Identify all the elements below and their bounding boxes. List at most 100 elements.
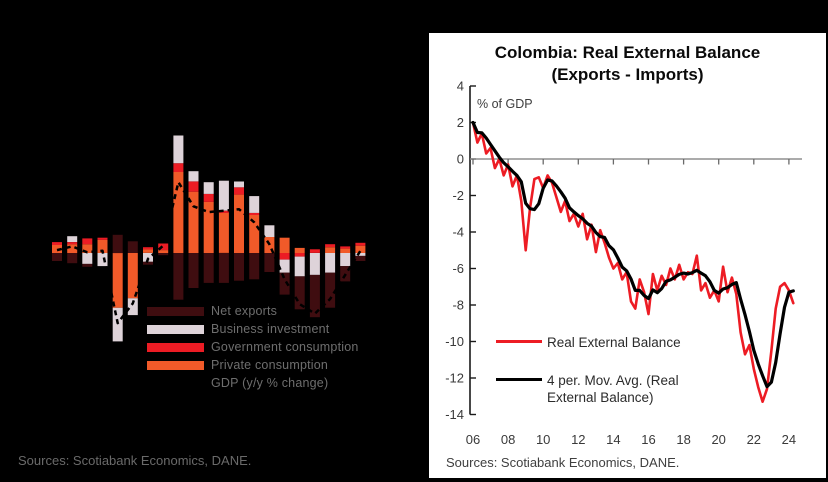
svg-text:22: 22 [747,432,761,447]
bar-series-group [52,135,366,342]
bar-segment [112,253,123,308]
chart-title: Colombia: Real External Balance (Exports… [429,42,826,86]
bar-segment [203,193,214,202]
bar-segment [143,249,153,253]
legend-label: Business investment [211,322,330,336]
bar-segment [67,244,78,253]
legend-label: Government consumption [211,340,359,354]
bar-segment [249,212,260,215]
bar-segment [325,244,336,248]
svg-text:0: 0 [457,152,464,167]
net-exports-swatch [147,306,204,316]
bar-segment [143,247,153,250]
bar-segment [127,253,138,299]
bar-segment [143,261,153,265]
svg-text:-10: -10 [445,334,464,349]
gdp-dashed-line-swatch [147,383,204,386]
bar-segment [218,210,229,213]
bar-segment [188,191,199,253]
bar-segment [173,172,184,253]
red-line-swatch [496,340,542,343]
legend-item-moving-average: 4 per. Mov. Avg. (Real External Balance) [496,372,679,406]
government-consumption-swatch [147,342,204,352]
svg-text:-14: -14 [445,407,464,422]
bar-segment [158,253,169,256]
svg-text:-8: -8 [452,298,464,313]
bar-segment [67,242,78,245]
right-sources-text: Sources: Scotiabank Economics, DANE. [446,455,680,470]
stacked-bar-chart [52,135,366,342]
bar-segment [234,194,244,253]
left-sources-text: Sources: Scotiabank Economics, DANE. [18,453,252,468]
svg-text:2: 2 [457,115,464,130]
svg-text:-2: -2 [452,188,464,203]
bar-segment [249,196,260,213]
bar-segment [294,276,305,310]
bar-segment [325,247,336,253]
bar-segment [279,253,290,260]
bar-segment [218,253,229,283]
bar-segment [82,238,93,245]
bar-segment [279,237,290,253]
legend-label: GDP (y/y % change) [211,376,329,390]
bar-segment [294,247,305,253]
bar-segment [97,253,108,267]
bar-segment [294,253,305,257]
bar-segment [52,242,62,245]
bar-segment [67,236,78,242]
bar-segment [309,249,320,253]
bar-segment [173,253,184,300]
bar-segment [325,272,336,308]
bar-segment [249,253,260,280]
bar-segment [82,253,93,264]
bar-segment [264,253,275,272]
real-external-balance-line [471,121,795,404]
bar-segment [355,255,366,261]
legend-label: Net exports [211,304,278,318]
business-investment-swatch [147,324,204,334]
gdp-contributions-panel: Net exports Business investment Governme… [18,135,366,468]
legend-item-business-investment: Business investment [147,320,359,338]
bar-segment [158,243,169,251]
pct-of-gdp-label: % of GDP [477,97,533,111]
bar-segment [82,263,93,267]
bar-segment [355,242,366,246]
svg-text:-12: -12 [445,371,464,386]
svg-text:12: 12 [571,432,585,447]
bar-segment [67,253,78,264]
bar-segment [309,274,320,318]
bar-segment [340,248,351,253]
bar-segment [203,201,214,253]
svg-text:-6: -6 [452,261,464,276]
bar-segment [279,272,290,295]
svg-text:18: 18 [676,432,690,447]
bar-segment [52,253,62,261]
bar-segment [97,237,108,240]
bar-segment [234,253,244,281]
bar-segment [127,298,138,316]
bar-segment [234,187,244,195]
real-external-balance-panel: Colombia: Real External Balance (Exports… [427,31,828,480]
bar-segment [218,212,229,253]
bar-segment [249,215,260,253]
bar-segment [112,234,123,254]
bar-segment [203,182,214,194]
bar-segment [112,307,123,342]
bar-segment [97,239,108,253]
svg-text:24: 24 [782,432,796,447]
bar-segment [188,253,199,288]
bar-segment [355,245,366,253]
legend-label: 4 per. Mov. Avg. (Real External Balance) [547,373,679,405]
bar-segment [82,244,93,253]
bar-segment [279,259,290,273]
legend-item-private-consumption: Private consumption [147,356,359,374]
bar-segment [234,181,244,188]
legend-item-government-consumption: Government consumption [147,338,359,356]
legend-label: Private consumption [211,358,329,372]
bar-segment [173,163,184,172]
bar-segment [294,256,305,277]
svg-text:14: 14 [606,432,620,447]
svg-text:20: 20 [711,432,725,447]
